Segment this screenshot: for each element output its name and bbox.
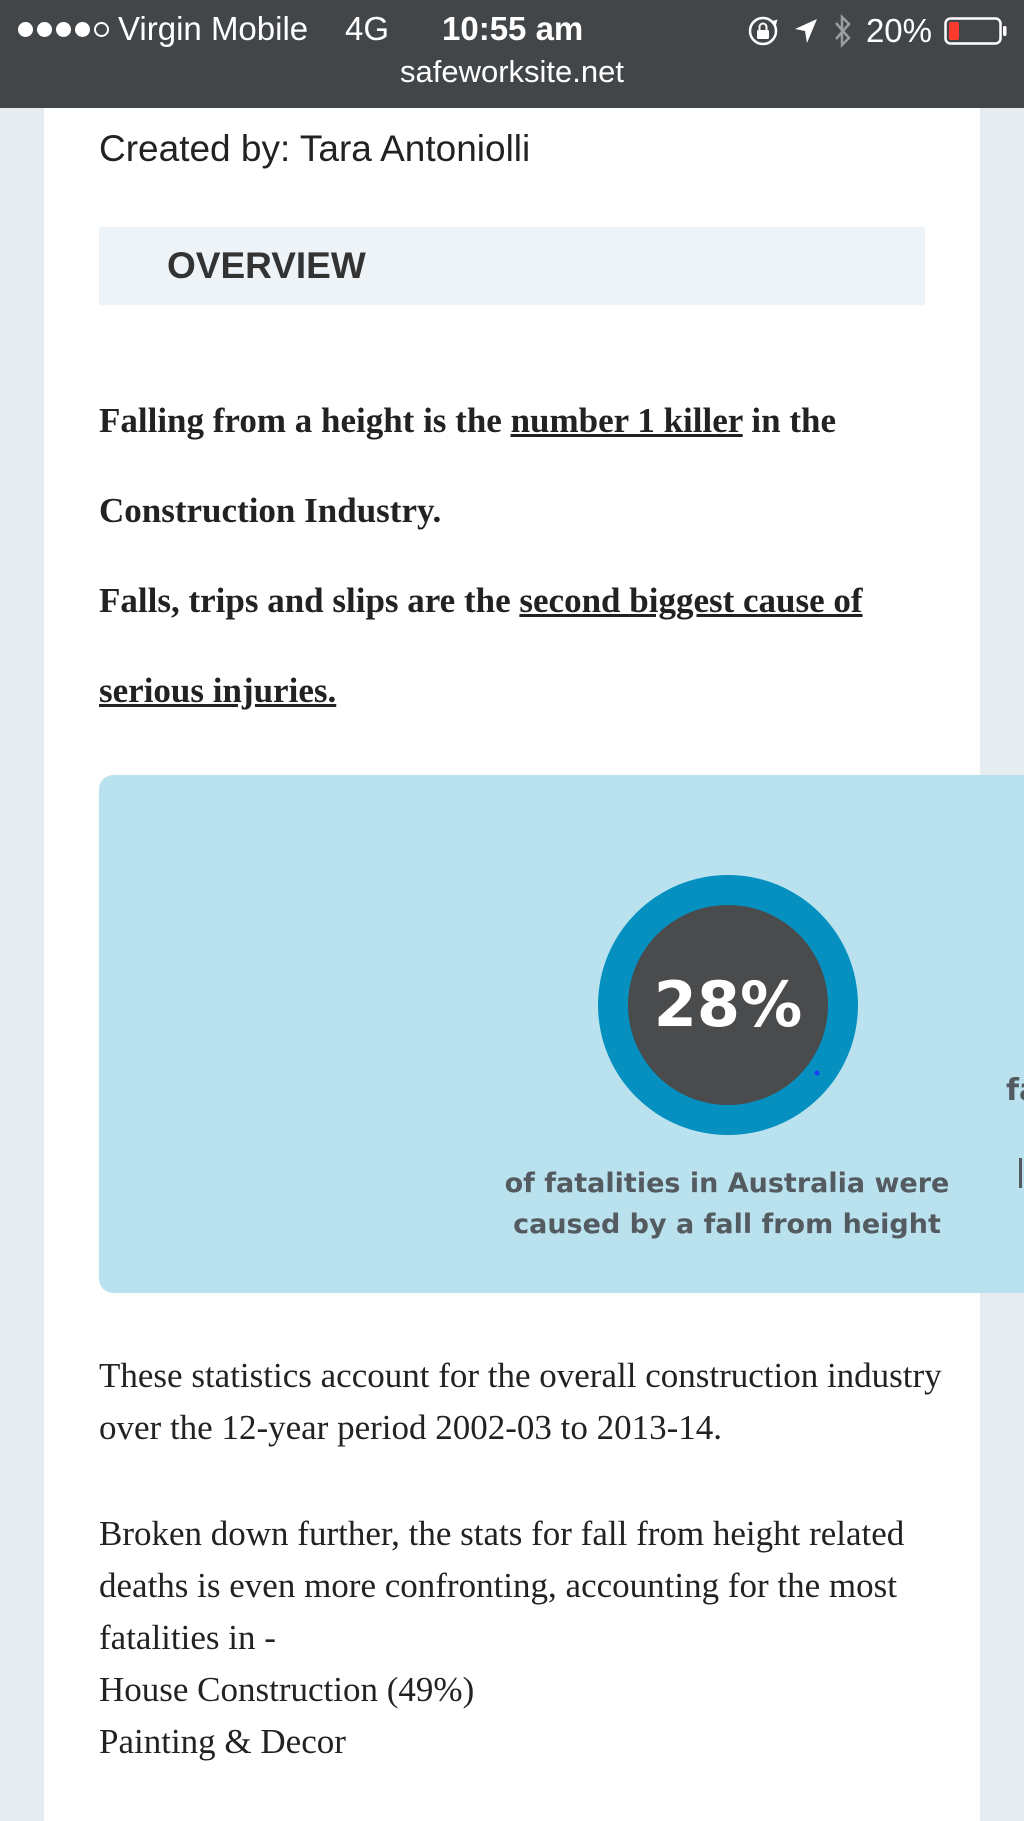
- breakdown-section: Broken down further, the stats for fall …: [99, 1508, 959, 1768]
- status-bar: Virgin Mobile 4G 10:55 am: [0, 0, 1024, 108]
- breakdown-item-painting-decor: Painting & Decor: [99, 1722, 346, 1761]
- fatality-infographic: 28% of fatalities in Australia were caus…: [99, 775, 1024, 1293]
- next-slide-peek-mark: [1019, 1158, 1022, 1188]
- author-line: Created by: Tara Antoniolli: [99, 128, 531, 169]
- statistics-period-paragraph: These statistics account for the overall…: [99, 1356, 942, 1447]
- location-arrow-icon: [792, 16, 820, 46]
- donut-core: [628, 905, 828, 1105]
- battery-icon: [944, 16, 1008, 46]
- network-type: 4G: [345, 10, 390, 47]
- rotation-lock-icon: [746, 14, 780, 48]
- battery-percent: 20%: [865, 12, 932, 49]
- address-bar-url[interactable]: safeworksite.net: [400, 54, 624, 89]
- signal-strength-icon: [18, 22, 109, 37]
- number-one-killer-link[interactable]: number 1 killer: [510, 401, 743, 440]
- fatality-percentage: 28%: [654, 968, 802, 1041]
- breakdown-paragraph: Broken down further, the stats for fall …: [99, 1514, 905, 1657]
- intro-paragraph-1: Falling from a height is the number 1 ki…: [99, 401, 837, 530]
- carrier-name: Virgin Mobile: [118, 10, 309, 47]
- status-time: 10:55 am: [442, 10, 584, 47]
- fatality-stat-donut: 28%: [598, 875, 858, 1135]
- overview-title: OVERVIEW: [167, 245, 366, 286]
- fatality-caption: of fatalities in Australia were caused b…: [504, 1168, 950, 1240]
- bluetooth-icon: [832, 13, 854, 49]
- intro-paragraph-2: Falls, trips and slips are the second bi…: [99, 581, 863, 710]
- next-slide-peek-text: fa: [1006, 1073, 1024, 1108]
- breakdown-item-house-construction: House Construction (49%): [99, 1670, 475, 1709]
- second-biggest-cause-link[interactable]: second biggest cause of serious injuries…: [99, 581, 863, 710]
- overview-heading-box: OVERVIEW: [99, 227, 925, 305]
